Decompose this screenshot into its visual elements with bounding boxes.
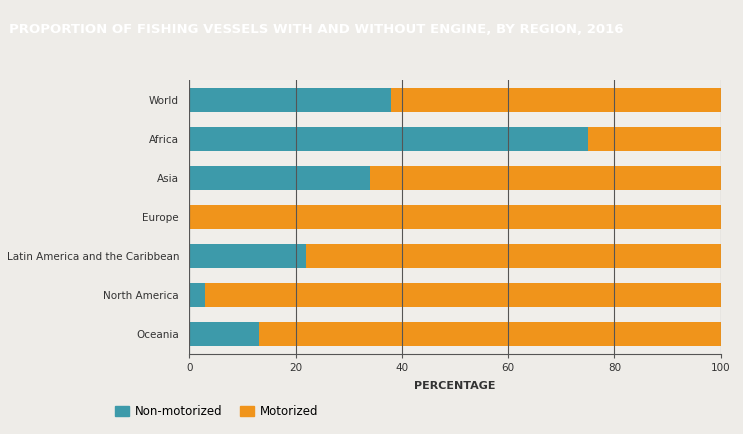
Bar [189, 315, 721, 354]
Bar [205, 283, 721, 307]
Bar [189, 197, 721, 237]
Bar [189, 237, 721, 276]
Bar [259, 322, 721, 346]
Bar [189, 205, 721, 229]
Legend: Non-motorized, Motorized: Non-motorized, Motorized [110, 401, 323, 423]
Bar [189, 283, 205, 307]
X-axis label: PERCENTAGE: PERCENTAGE [415, 381, 496, 391]
Bar [189, 322, 259, 346]
Bar [588, 127, 721, 151]
Bar [189, 127, 588, 151]
Bar [205, 283, 721, 307]
Bar [189, 276, 721, 315]
Bar [306, 244, 721, 268]
Bar [259, 322, 721, 346]
Text: PROPORTION OF FISHING VESSELS WITH AND WITHOUT ENGINE, BY REGION, 2016: PROPORTION OF FISHING VESSELS WITH AND W… [9, 23, 623, 36]
Bar [588, 127, 721, 151]
Bar [306, 244, 721, 268]
Bar [189, 88, 392, 112]
Bar [392, 88, 721, 112]
Bar [189, 127, 588, 151]
Bar [189, 166, 370, 190]
Bar [189, 322, 259, 346]
Bar [189, 158, 721, 197]
Bar [370, 166, 721, 190]
Bar [189, 166, 370, 190]
Bar [189, 205, 721, 229]
Bar [189, 119, 721, 158]
Bar [370, 166, 721, 190]
Bar [189, 283, 205, 307]
Bar [392, 88, 721, 112]
Bar [189, 244, 306, 268]
Bar [189, 80, 721, 119]
Bar [189, 88, 392, 112]
Bar [189, 244, 306, 268]
